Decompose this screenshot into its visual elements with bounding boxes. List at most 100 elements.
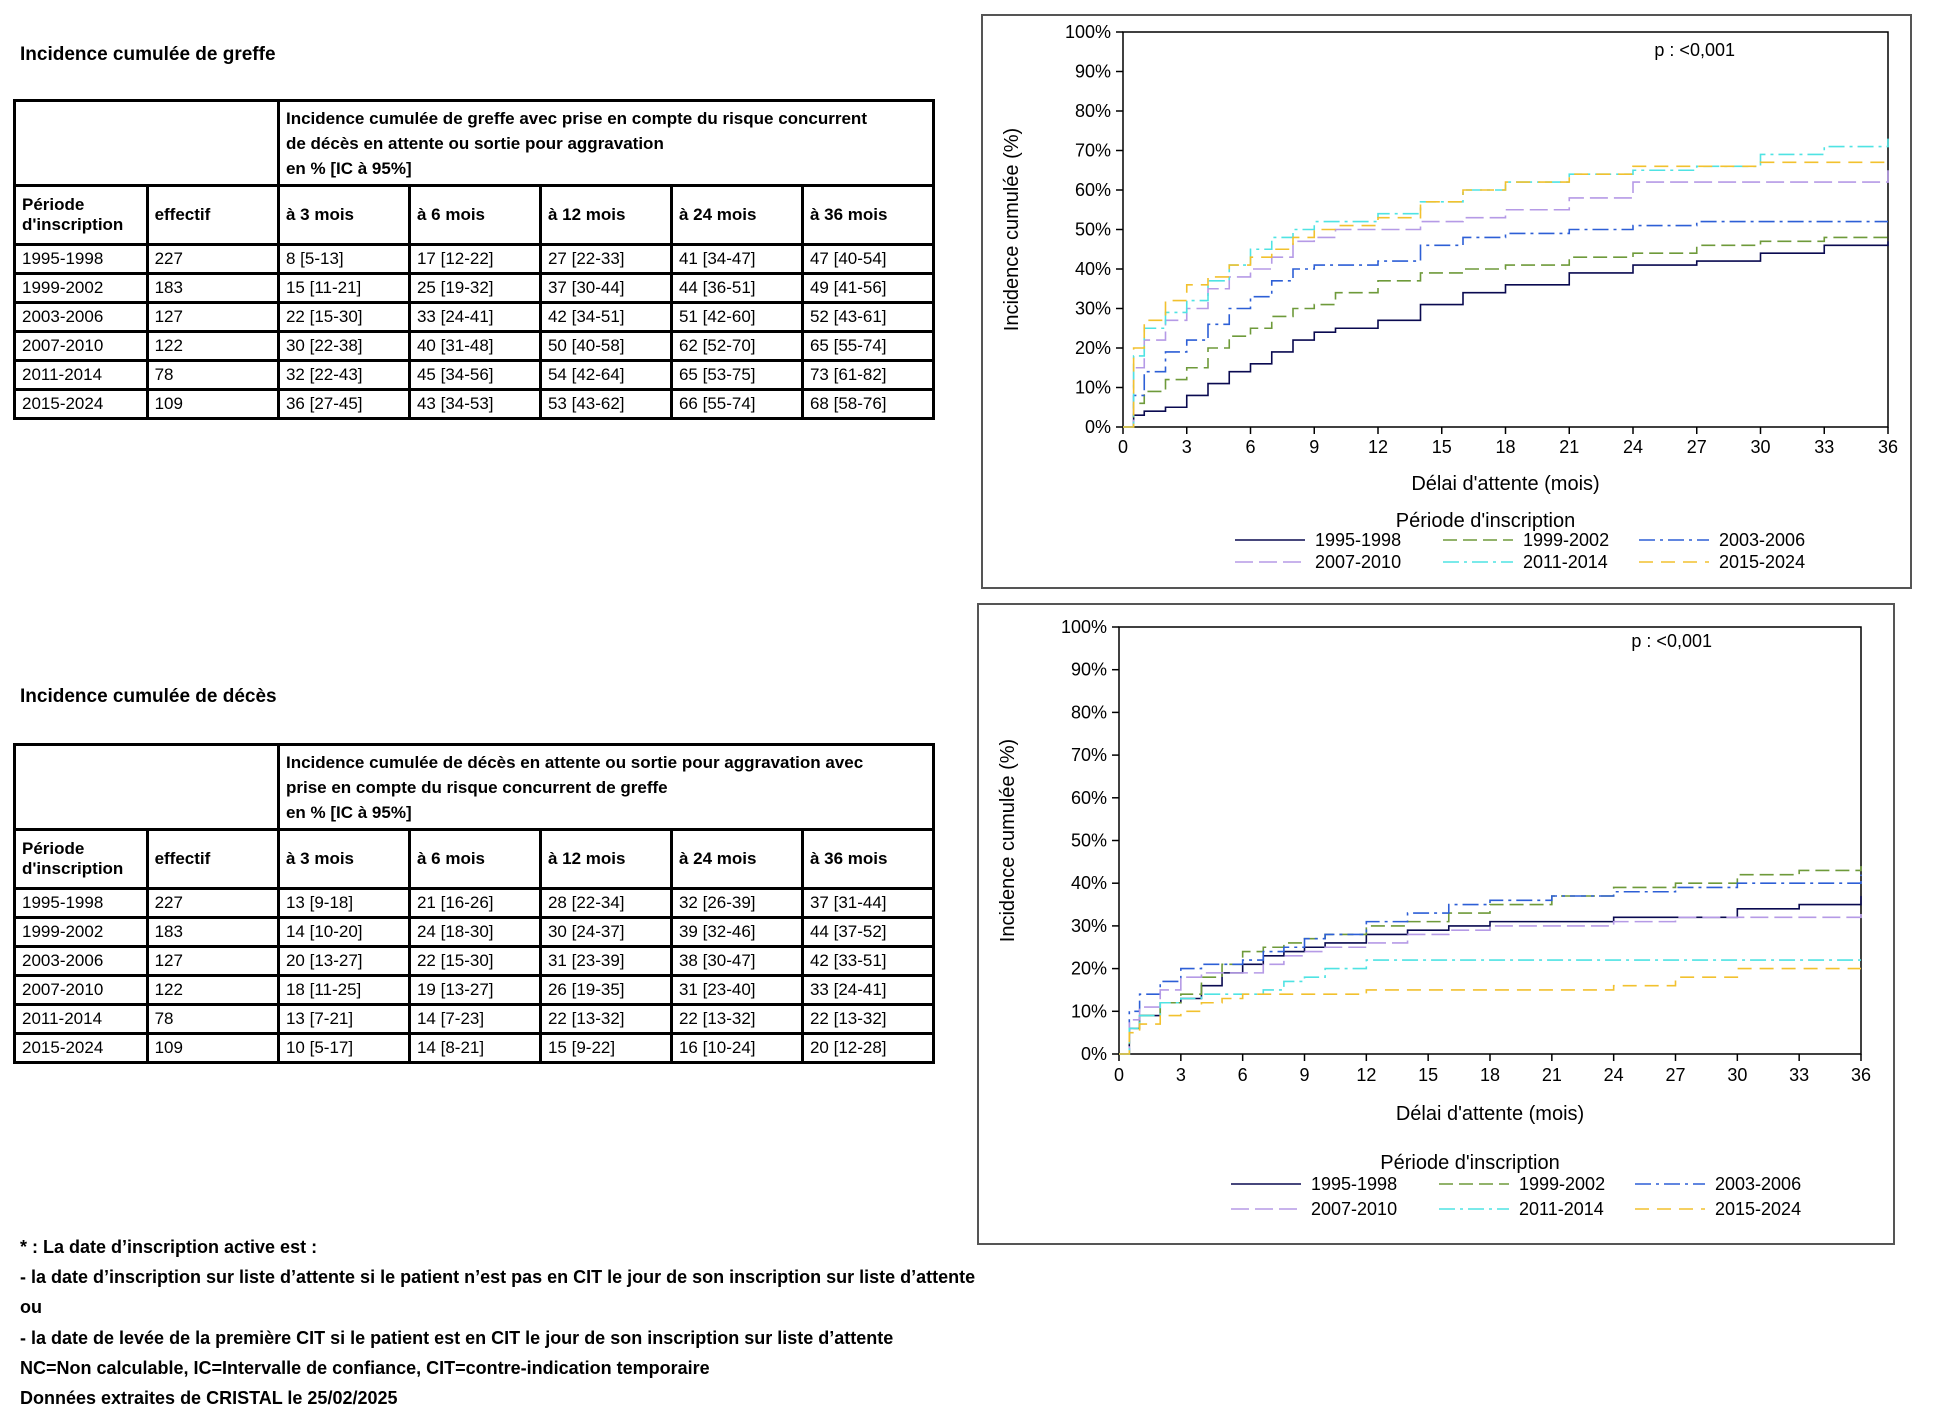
header-row: Période d'inscription effectif à 3 mois … bbox=[13, 828, 936, 890]
footnote-line: ou bbox=[20, 1297, 42, 1318]
p-value-annotation: p : <0,001 bbox=[1654, 40, 1735, 60]
series-line-1995-1998 bbox=[1119, 896, 1862, 1055]
header-row: Période d'inscription effectif à 3 mois … bbox=[13, 184, 936, 246]
table-row: 2015-2024 109 10 [5-17] 14 [8-21] 15 [9-22] 1… bbox=[13, 1032, 936, 1064]
table-row: 2003-2006 127 20 [13-27] 22 [15-30] 31 [23-3… bbox=[13, 945, 936, 977]
table-row: 2011-2014 78 13 [7-21] 14 [7-23] 22 [13-32] 2… bbox=[13, 1003, 936, 1035]
y-tick-label: 30% bbox=[1075, 299, 1111, 319]
y-tick-label: 60% bbox=[1075, 180, 1111, 200]
x-axis-label: Délai d'attente (mois) bbox=[1396, 1103, 1584, 1125]
y-tick-label: 70% bbox=[1075, 141, 1111, 161]
table-corner bbox=[13, 743, 280, 831]
legend-label: 2011-2014 bbox=[1519, 1199, 1604, 1219]
series-line-2003-2006 bbox=[1123, 220, 1888, 428]
table-row: 2007-2010 122 18 [11-25] 19 [13-27] 26 [19-3… bbox=[13, 974, 936, 1006]
x-tick-label: 18 bbox=[1480, 1065, 1500, 1085]
series-line-1999-2002 bbox=[1123, 233, 1889, 428]
y-tick-label: 10% bbox=[1075, 378, 1111, 398]
greffe-table: Incidence cumulée de greffe avec prise e… bbox=[13, 99, 936, 420]
header-cell: à 3 mois bbox=[276, 828, 411, 890]
x-tick-label: 36 bbox=[1851, 1065, 1871, 1085]
y-tick-label: 20% bbox=[1071, 959, 1107, 979]
table-row: 2007-2010 122 30 [22-38] 40 [31-48] 50 [40-5… bbox=[13, 330, 936, 362]
header-cell: à 24 mois bbox=[669, 828, 804, 890]
x-tick-label: 3 bbox=[1182, 437, 1192, 457]
header-cell: à 36 mois bbox=[800, 184, 936, 246]
greffe-section-title: Incidence cumulée de greffe bbox=[20, 44, 276, 65]
table-row: 1999-2002 183 14 [10-20] 24 [18-30] 30 [24-3… bbox=[13, 916, 936, 948]
x-tick-label: 18 bbox=[1495, 437, 1515, 457]
header-cell: à 6 mois bbox=[407, 184, 542, 246]
plot-frame bbox=[1118, 626, 1862, 1055]
x-tick-label: 9 bbox=[1299, 1065, 1309, 1085]
x-tick-label: 27 bbox=[1665, 1065, 1685, 1085]
legend-label: 2003-2006 bbox=[1719, 530, 1805, 550]
x-tick-label: 15 bbox=[1418, 1065, 1438, 1085]
legend-label: 1995-1998 bbox=[1311, 1174, 1397, 1194]
y-tick-label: 40% bbox=[1071, 873, 1107, 893]
x-tick-label: 27 bbox=[1687, 437, 1707, 457]
header-cell: à 6 mois bbox=[407, 828, 542, 890]
footnote-line: - la date d’inscription sur liste d’atte… bbox=[20, 1267, 976, 1288]
plot-frame bbox=[1122, 31, 1889, 428]
header-cell: effectif bbox=[145, 828, 280, 890]
table-caption: Incidence cumulée de décès en attente ou… bbox=[276, 743, 936, 831]
legend-label: 2011-2014 bbox=[1523, 552, 1608, 572]
legend-label: 1995-1998 bbox=[1315, 530, 1401, 550]
y-axis-label: Incidence cumulée (%) bbox=[1001, 128, 1023, 331]
table-row: 1995-1998 227 8 [5-13] 17 [12-22] 27 [22-33]… bbox=[13, 243, 936, 275]
header-cell: effectif bbox=[145, 184, 280, 246]
deces-section-title: Incidence cumulée de décès bbox=[20, 686, 277, 707]
y-tick-label: 90% bbox=[1071, 660, 1107, 680]
x-tick-label: 0 bbox=[1114, 1065, 1124, 1085]
y-tick-label: 100% bbox=[1065, 22, 1111, 42]
x-tick-label: 12 bbox=[1356, 1065, 1376, 1085]
legend-label: 2015-2024 bbox=[1719, 552, 1805, 572]
y-tick-label: 80% bbox=[1075, 101, 1111, 121]
legend-label: 2007-2010 bbox=[1315, 552, 1401, 572]
y-tick-label: 40% bbox=[1075, 259, 1111, 279]
legend-label: 2003-2006 bbox=[1715, 1174, 1801, 1194]
footnotes: * : La date d’inscription active est : -… bbox=[20, 1232, 975, 1413]
y-tick-label: 80% bbox=[1071, 702, 1107, 722]
y-axis-label: Incidence cumulée (%) bbox=[997, 739, 1019, 942]
x-tick-label: 3 bbox=[1176, 1065, 1186, 1085]
x-tick-label: 33 bbox=[1814, 437, 1834, 457]
table-caption: Incidence cumulée de greffe avec prise e… bbox=[276, 99, 936, 187]
footnote-line: Données extraites de CRISTAL le 25/02/20… bbox=[20, 1388, 398, 1409]
y-tick-label: 0% bbox=[1085, 417, 1111, 437]
x-tick-label: 21 bbox=[1542, 1065, 1562, 1085]
series-line-2007-2010 bbox=[1123, 170, 1889, 428]
y-tick-label: 70% bbox=[1071, 745, 1107, 765]
x-tick-label: 15 bbox=[1432, 437, 1452, 457]
x-axis-label: Délai d'attente (mois) bbox=[1411, 473, 1599, 495]
x-tick-label: 36 bbox=[1878, 437, 1898, 457]
legend-title: Période d'inscription bbox=[1380, 1152, 1559, 1174]
series-line-2015-2024 bbox=[1119, 967, 1861, 1055]
legend-title: Période d'inscription bbox=[1396, 510, 1575, 532]
x-tick-label: 24 bbox=[1604, 1065, 1624, 1085]
y-tick-label: 50% bbox=[1075, 220, 1111, 240]
p-value-annotation: p : <0,001 bbox=[1631, 631, 1712, 651]
table-row: 2003-2006 127 22 [15-30] 33 [24-41] 42 [34-5… bbox=[13, 301, 936, 333]
x-tick-label: 12 bbox=[1368, 437, 1388, 457]
legend-label: 1999-2002 bbox=[1523, 530, 1609, 550]
header-cell: à 12 mois bbox=[538, 184, 673, 246]
footnote-line: NC=Non calculable, IC=Intervalle de conf… bbox=[20, 1357, 710, 1378]
greffe-chart: 0% 10% 20% 30% 40% 50% 60% 70% 80% 90% 100% 0 3 6 9 12 1… bbox=[981, 14, 1912, 589]
x-tick-label: 0 bbox=[1118, 437, 1128, 457]
x-tick-label: 24 bbox=[1623, 437, 1643, 457]
y-tick-label: 10% bbox=[1071, 1001, 1107, 1021]
series-line-2007-2010 bbox=[1119, 913, 1862, 1055]
x-tick-label: 30 bbox=[1750, 437, 1770, 457]
legend-label: 2015-2024 bbox=[1715, 1199, 1801, 1219]
series-line-1995-1998 bbox=[1123, 241, 1889, 428]
series-line-2011-2014 bbox=[1123, 138, 1889, 428]
header-cell: à 12 mois bbox=[538, 828, 673, 890]
table-corner bbox=[13, 99, 280, 187]
y-tick-label: 100% bbox=[1061, 617, 1107, 637]
y-tick-label: 0% bbox=[1081, 1044, 1107, 1064]
deces-chart-svg: 0%10%20%30%40%50%60%70%80%90%100%0 3 6 9 12 1… bbox=[997, 617, 1871, 1219]
deces-chart: 0% 10% 20% 30% 40% 50% 60% 70% 80% 90% 100% 0 3 6 9 12 1… bbox=[977, 603, 1895, 1245]
footnote-line: - la date de levée de la première CIT si… bbox=[20, 1327, 894, 1348]
